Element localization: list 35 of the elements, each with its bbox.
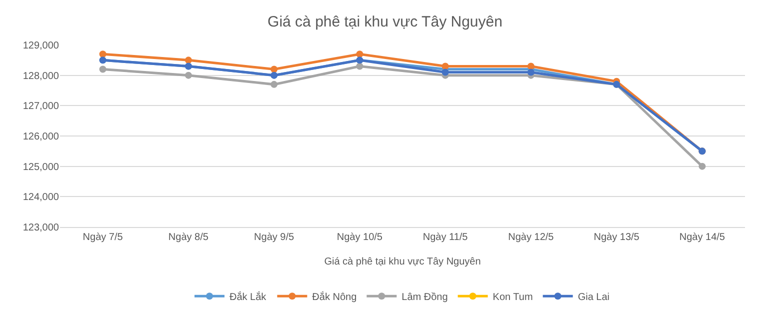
point	[698, 162, 706, 170]
y-tick-label: 125,000	[22, 162, 60, 173]
legend-label: Gia Lai	[578, 292, 610, 303]
point	[270, 66, 278, 73]
x-tick-label: Ngày 8/5	[168, 232, 209, 243]
point	[527, 62, 534, 70]
point	[527, 68, 534, 76]
x-tick-label: Ngày 12/5	[508, 232, 554, 243]
legend-label: Đắk Nông	[312, 291, 357, 303]
point	[356, 50, 364, 58]
y-tick-label: 129,000	[22, 40, 60, 52]
point	[99, 50, 106, 58]
x-tick-label: Ngày 11/5	[422, 232, 468, 243]
x-tick-label: Ngày 7/5	[82, 232, 124, 243]
point	[356, 62, 364, 70]
legend-label: Kon Tum	[492, 292, 533, 303]
y-tick-label: 126,000	[22, 132, 60, 142]
x-tick-label: Ngày 13/5	[594, 232, 640, 243]
y-tick-label: 124,000	[22, 192, 60, 204]
x-tick-label: Ngày 10/5	[336, 232, 383, 243]
point	[184, 72, 192, 79]
point	[442, 68, 449, 76]
chart-title: Giá cà phê tại khu vực Tây Nguyên	[268, 14, 502, 31]
legend-label: Đắk Lắk	[230, 291, 268, 303]
point	[270, 80, 278, 88]
y-tick-label: 128,000	[22, 70, 60, 82]
x-axis-title: Giá cà phê tại khu vực Tây Nguyên	[324, 256, 481, 268]
y-tick-label: 127,000	[22, 101, 60, 112]
x-tick-label: Ngày 9/5	[254, 232, 295, 243]
x-tick-label: Ngày 14/5	[679, 232, 726, 243]
point	[99, 66, 106, 73]
point	[184, 56, 192, 64]
y-tick-label: 123,000	[22, 222, 60, 234]
point	[442, 62, 449, 70]
legend-label: Lâm Đồng	[402, 292, 448, 303]
